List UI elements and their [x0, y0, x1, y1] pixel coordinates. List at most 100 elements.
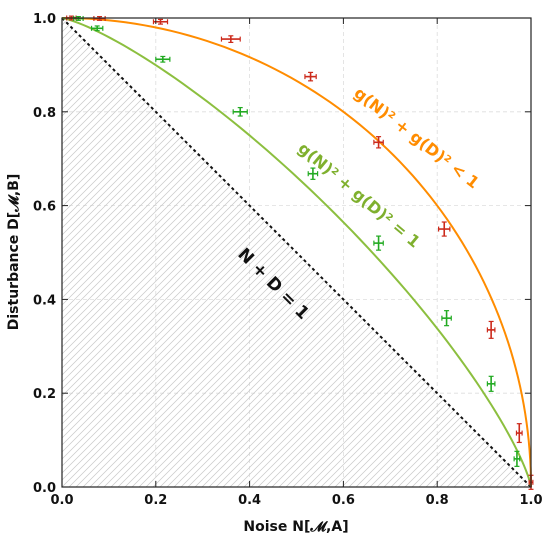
hatch-line	[62, 18, 147, 487]
hatch-line	[62, 18, 469, 487]
hatch-line	[418, 18, 531, 487]
hatch-line	[62, 18, 511, 487]
hatch-line	[530, 18, 531, 487]
hatch-line	[327, 18, 531, 487]
hatch-line	[62, 18, 329, 487]
x-tick-label: 0.6	[332, 493, 355, 508]
y-tick-label: 0.4	[33, 293, 56, 308]
ticks: 0.0 0.2 0.4 0.6 0.8 1.0 0.0 0.2 0.4 0.6 0.8 1.0	[33, 12, 543, 508]
y-axis-title: Disturbance D[𝓜,B]	[6, 174, 22, 331]
hatch-line	[62, 18, 217, 487]
hatch-line	[432, 18, 531, 487]
hatch-line	[306, 18, 531, 487]
hatch-line	[96, 18, 531, 487]
x-axis-title: Noise N[𝓜,A]	[243, 519, 348, 535]
hatch-line	[509, 18, 531, 487]
annotations: g(N)² + g(D)² < 1 g(N)² + g(D)² = 1 N + …	[233, 83, 482, 324]
hatch-line	[397, 18, 531, 487]
hatch-line	[159, 18, 531, 487]
hatch-line	[110, 18, 531, 487]
data-point-0-8	[515, 423, 523, 444]
data-point-1-1	[90, 25, 104, 32]
hatch-line	[62, 18, 497, 487]
data-point-1-6	[441, 310, 452, 327]
hatch-line	[341, 18, 531, 487]
hatch-line	[62, 18, 210, 487]
hatch-line	[439, 18, 531, 487]
hatch-line	[481, 18, 531, 487]
y-tick-label: 0.6	[33, 200, 56, 215]
plot-frame	[61, 17, 532, 488]
hatch-line	[62, 18, 154, 487]
y-tick-label: 0.2	[33, 387, 56, 402]
hatch-line	[523, 18, 531, 487]
hatch-line	[516, 18, 531, 487]
hatch-line	[89, 18, 531, 487]
hatch-line	[62, 18, 168, 487]
hatch-line	[538, 18, 550, 487]
diagonal-line	[61, 17, 532, 488]
hatch-line	[62, 18, 455, 487]
annotation-green: g(N)² + g(D)² = 1	[294, 139, 423, 252]
hatch-line	[411, 18, 531, 487]
hatch-line	[62, 18, 182, 487]
data-point-1-4	[307, 167, 319, 180]
data-point-0-7	[486, 320, 496, 339]
hatch-line	[271, 18, 531, 487]
hatch-line	[62, 18, 357, 487]
hatch-line	[257, 18, 531, 487]
hatch-line	[62, 18, 203, 487]
hatch-line	[467, 18, 531, 487]
hatch-line	[495, 18, 531, 487]
hatch-line	[229, 18, 531, 487]
annotation-orange: g(N)² + g(D)² < 1	[351, 83, 483, 192]
hatch-line	[62, 18, 441, 487]
hatch-line	[138, 18, 531, 487]
hatch-line	[62, 18, 161, 487]
data-point-1-8	[513, 450, 521, 467]
hatch-line	[355, 18, 531, 487]
hatch-line	[348, 18, 531, 487]
x-tick-label: 1.0	[519, 493, 542, 508]
hatch-line	[215, 18, 531, 487]
hatch-line	[62, 18, 196, 487]
hatch-line	[460, 18, 531, 487]
hatch-line	[62, 18, 245, 487]
data-point-1-7	[486, 375, 496, 392]
hatch-line	[62, 18, 504, 487]
data-point-1-3	[232, 106, 248, 117]
hatch-line	[334, 18, 531, 487]
hatch-line	[320, 18, 531, 487]
hatch-line	[545, 18, 550, 487]
hatch-line	[62, 18, 343, 487]
x-tick-label: 0.0	[50, 493, 73, 508]
y-tick-label: 1.0	[33, 12, 56, 27]
hatch-line	[369, 18, 531, 487]
hatch-line	[62, 18, 385, 487]
x-tick-label: 0.8	[426, 493, 449, 508]
hatch-line	[299, 18, 531, 487]
hatch-line	[362, 18, 531, 487]
y-tick-label: 0.8	[33, 106, 56, 121]
hatch-line	[62, 18, 189, 487]
hatch-line	[145, 18, 531, 487]
hatch-line	[236, 18, 531, 487]
hatch-line	[292, 18, 531, 487]
x-tick-label: 0.4	[238, 493, 261, 508]
hatch-line	[474, 18, 531, 487]
hatch-line	[131, 18, 531, 487]
x-tick-label: 0.2	[144, 493, 167, 508]
hatch-line	[62, 18, 399, 487]
hatch-line	[62, 18, 518, 487]
data-point-1-2	[155, 55, 171, 63]
hatch-line	[285, 18, 531, 487]
curve-green	[61, 17, 532, 488]
hatch-line	[313, 18, 531, 487]
curve-orange	[61, 17, 532, 488]
hatch-line	[62, 18, 315, 487]
hatch-line	[117, 18, 531, 487]
y-tick-label: 0.0	[33, 481, 56, 496]
data-point-1-5	[373, 235, 384, 251]
data-point-0-5	[373, 136, 384, 149]
